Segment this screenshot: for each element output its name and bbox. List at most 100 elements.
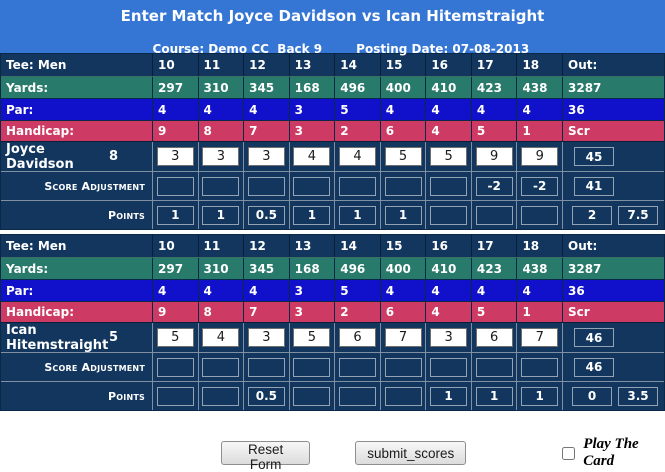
points-input: [521, 386, 559, 406]
match-header: Enter Match Joyce Davidson vs Ican Hitem…: [0, 0, 665, 56]
player-score-row: Ican Hitemstraight 5: [1, 323, 664, 352]
adjustment-input: [430, 176, 468, 196]
score-input[interactable]: [338, 147, 376, 166]
score-input[interactable]: [156, 147, 194, 166]
score-input[interactable]: [475, 328, 513, 347]
hole-number-cell: 11: [199, 54, 245, 76]
score-input[interactable]: [247, 147, 285, 166]
adjustment-cell: [472, 353, 518, 381]
hole-number-cell: 17: [472, 235, 518, 257]
reset-form-button[interactable]: Reset Form: [221, 441, 311, 472]
points-cell: [472, 201, 518, 229]
score-cell: [335, 323, 381, 352]
yards-value-cell: 310: [199, 77, 245, 98]
yards-value-cell: 297: [153, 258, 199, 279]
score-input[interactable]: [521, 328, 559, 347]
scorecard-table: Tee: Men 10 11 12 13 14 15 16 17 18 Out: Yards: 297 3…: [0, 234, 665, 411]
par-row: Par: 4 4 4 3 5 4 4 4 4 36: [1, 98, 664, 120]
points-input: [247, 386, 285, 406]
player-name-cell: Ican Hitemstraight 5: [1, 323, 153, 352]
yards-value-cell: 168: [290, 258, 336, 279]
score-input[interactable]: [384, 328, 422, 347]
adjustment-cell: [153, 353, 199, 381]
tee-label: Tee: Men: [1, 235, 153, 257]
score-input[interactable]: [384, 147, 422, 166]
play-the-card-checkbox[interactable]: [562, 446, 576, 460]
points-grand-total: [618, 386, 658, 406]
points-input: [338, 386, 376, 406]
yards-out-cell: 3287: [568, 80, 602, 95]
scorecard-table: Tee: Men 10 11 12 13 14 15 16 17 18 Out: Yards: 297 3…: [0, 53, 665, 230]
yards-value-cell: 438: [517, 77, 563, 98]
points-out-cell: [563, 201, 664, 229]
score-input[interactable]: [247, 328, 285, 347]
points-cell: [381, 201, 427, 229]
handicap-value-cell: 1: [517, 121, 563, 141]
par-row: Par: 4 4 4 3 5 4 4 4 4 36: [1, 279, 664, 301]
score-cell: [199, 323, 245, 352]
adjustment-cell: [426, 353, 472, 381]
adjustment-input: [247, 176, 285, 196]
points-input: [247, 205, 285, 225]
score-input[interactable]: [293, 328, 331, 347]
score-input[interactable]: [430, 328, 468, 347]
par-value-cell: 4: [517, 99, 563, 120]
tee-row: Tee: Men 10 11 12 13 14 15 16 17 18 Out:: [1, 235, 664, 257]
score-cell: [153, 323, 199, 352]
adjustment-cell: [381, 172, 427, 200]
out-header-label: Out:: [568, 239, 598, 253]
adjustment-cell: [244, 353, 290, 381]
hole-number-cell: 15: [381, 235, 427, 257]
score-input[interactable]: [338, 328, 376, 347]
out-header-label: Out:: [568, 58, 598, 72]
score-cell: [290, 142, 336, 171]
score-input[interactable]: [202, 147, 240, 166]
score-input[interactable]: [430, 147, 468, 166]
handicap-value-cell: 9: [153, 302, 199, 322]
par-value-cell: 4: [153, 280, 199, 301]
adjustment-out-cell: [563, 353, 664, 381]
hole-number-cell: 16: [426, 235, 472, 257]
score-cell: [290, 323, 336, 352]
points-cell: [517, 382, 563, 410]
points-input: [202, 205, 240, 225]
points-input: [430, 386, 468, 406]
score-cell: [426, 142, 472, 171]
adjustment-input: [156, 357, 194, 377]
adjustment-input: [202, 357, 240, 377]
score-cell: [517, 323, 563, 352]
adjustment-cell: [199, 172, 245, 200]
par-label: Par:: [1, 280, 153, 301]
handicap-value-cell: 1: [517, 302, 563, 322]
score-input[interactable]: [475, 147, 513, 166]
handicap-value-cell: 2: [335, 302, 381, 322]
handicap-value-cell: 6: [381, 121, 427, 141]
score-cell: [472, 323, 518, 352]
score-cell: [426, 323, 472, 352]
par-value-cell: 4: [199, 280, 245, 301]
par-out-cell: 36: [568, 102, 585, 117]
par-value-cell: 4: [153, 99, 199, 120]
points-input: [430, 205, 468, 225]
score-input[interactable]: [293, 147, 331, 166]
adjustment-cell: [517, 172, 563, 200]
score-input[interactable]: [202, 328, 240, 347]
points-cell: [426, 382, 472, 410]
points-cell: [335, 382, 381, 410]
yards-value-cell: 423: [472, 77, 518, 98]
handicap-value-cell: 5: [472, 302, 518, 322]
score-input[interactable]: [521, 147, 559, 166]
handicap-value-cell: 7: [244, 302, 290, 322]
adjustment-input: [521, 176, 559, 196]
adjustment-out-total: [574, 176, 614, 196]
adjustment-input: [475, 176, 513, 196]
par-value-cell: 4: [244, 280, 290, 301]
adjustment-cell: [244, 172, 290, 200]
score-input[interactable]: [156, 328, 194, 347]
submit-scores-button[interactable]: submit_scores: [355, 441, 467, 465]
player-handicap: 5: [108, 330, 118, 345]
hole-number-cell: 10: [153, 54, 199, 76]
points-input: [521, 205, 559, 225]
yards-value-cell: 297: [153, 77, 199, 98]
score-adjustment-label: Score Adjustment: [1, 353, 153, 381]
